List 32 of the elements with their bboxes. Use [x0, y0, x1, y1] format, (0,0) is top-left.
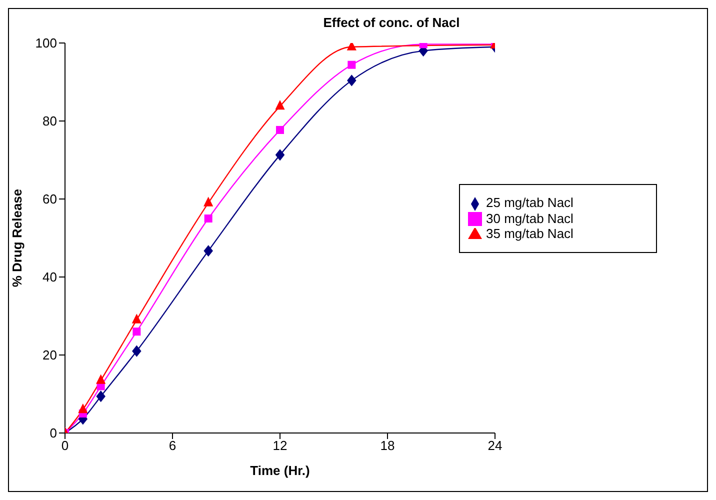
point: [276, 149, 284, 160]
chart-title: Effect of conc. of Nacl: [322, 15, 461, 30]
point: [132, 346, 142, 357]
point: [276, 126, 284, 134]
point: [96, 374, 106, 384]
x-tick-label: 12: [272, 438, 288, 454]
x-tick-label: 0: [61, 438, 69, 454]
y-tick-label: 80: [42, 114, 57, 129]
x-tick-label: 18: [380, 438, 395, 454]
point: [96, 390, 106, 402]
x-tick-label: 24: [488, 438, 502, 454]
point: [132, 328, 141, 336]
point: [347, 43, 356, 50]
point: [204, 197, 213, 206]
y-tick-label: 100: [35, 36, 57, 51]
legend-label: 30 mg/tab Nacl: [486, 210, 574, 226]
point: [204, 245, 213, 256]
point: [204, 214, 212, 222]
legend-label: 25 mg/tab Nacl: [486, 195, 574, 210]
y-tick-label: 40: [42, 270, 57, 285]
x-axis-title: Time (Hr.): [250, 463, 310, 478]
y-axis-title: % Drug Release: [10, 188, 25, 288]
legend-label: 35 mg/tab Nacl: [486, 226, 574, 242]
point: [78, 404, 88, 414]
point: [348, 60, 356, 69]
point: [276, 100, 284, 110]
point: [347, 74, 356, 86]
x-tick-label: 6: [168, 438, 176, 454]
point: [132, 314, 142, 324]
y-tick-label: 60: [42, 192, 57, 207]
y-tick-label: 0: [50, 426, 57, 441]
y-tick-label: 20: [42, 348, 57, 363]
